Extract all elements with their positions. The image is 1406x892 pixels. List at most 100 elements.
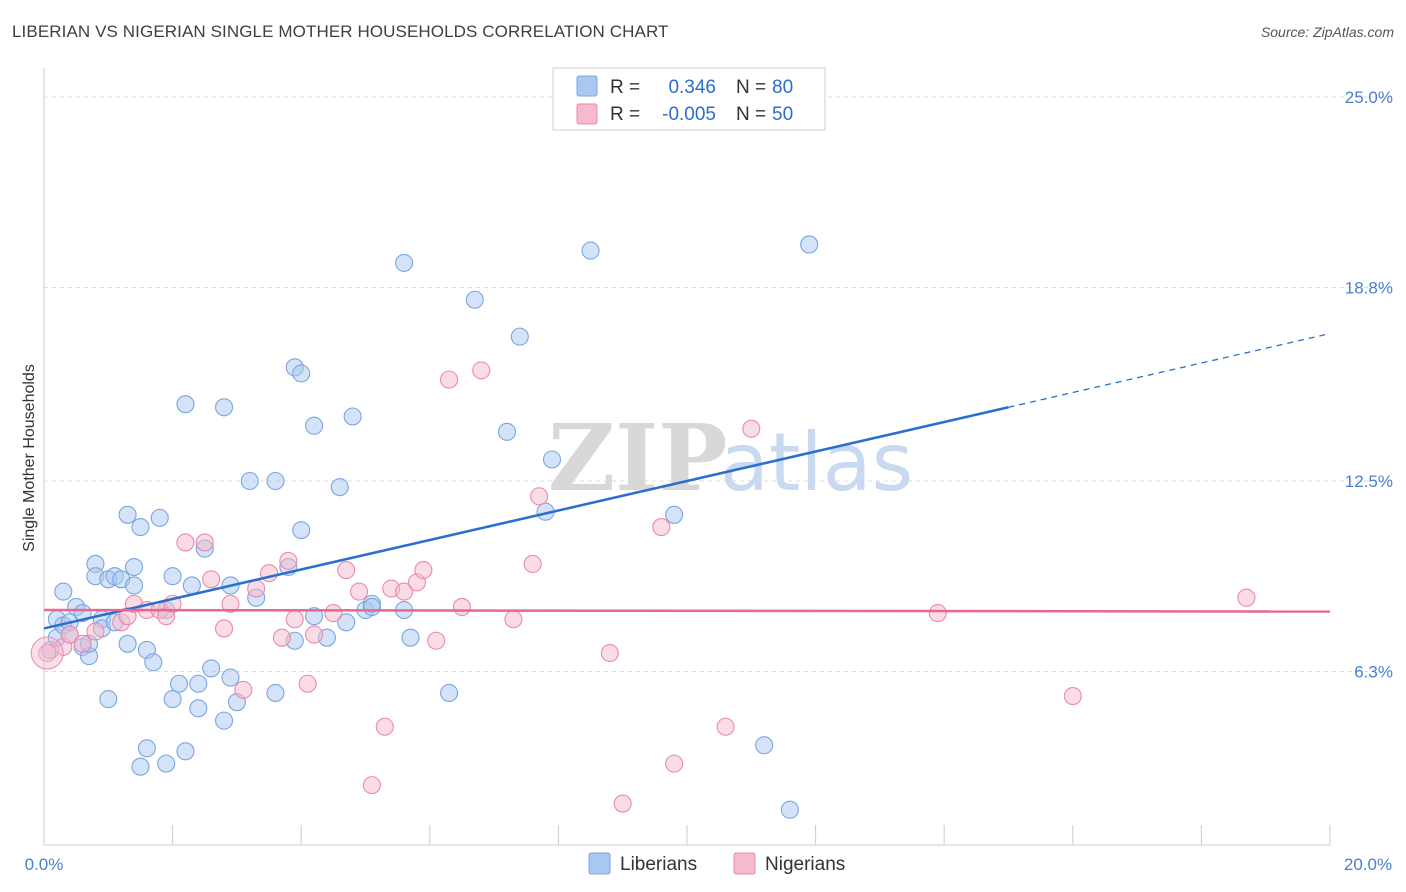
- legend-r-value-liberians: 0.346: [668, 77, 716, 98]
- x-tick-label-0: 0.0%: [25, 855, 64, 874]
- y-tick-label-0: 6.3%: [1354, 662, 1393, 681]
- nigerians-point-15: [214, 619, 234, 638]
- liberians-point-45: [221, 668, 240, 687]
- liberians-point-60: [337, 613, 356, 632]
- nigerians-point-39: [523, 554, 542, 573]
- bottom-legend-swatch-nigerians: [733, 852, 756, 875]
- nigerians-point-46: [742, 419, 761, 438]
- liberians-points: [41, 235, 819, 819]
- nigerians-points: [30, 361, 1256, 813]
- y-tick-label-2: 18.8%: [1345, 278, 1393, 297]
- liberians-point-75: [665, 505, 684, 524]
- liberians-point-4: [54, 582, 73, 601]
- liberians-point-67: [401, 628, 420, 647]
- nigerians-point-45: [716, 717, 735, 736]
- liberians-point-15: [99, 690, 118, 709]
- liberians-point-59: [330, 478, 349, 497]
- liberians-point-77: [780, 800, 799, 819]
- correlation-legend: R = 0.346 N = 80 R = -0.005 N = 50: [552, 67, 826, 131]
- nigerians-point-41: [600, 643, 619, 663]
- liberians-point-28: [144, 653, 163, 672]
- liberians-point-73: [542, 450, 562, 469]
- nigerians-point-14: [202, 570, 221, 589]
- liberians-point-70: [497, 422, 517, 441]
- liberians-point-64: [362, 597, 381, 617]
- legend-swatch-nigerians: [576, 103, 598, 125]
- nigerians-point-21: [279, 551, 298, 570]
- bottom-legend-nigerians: Nigerians: [765, 854, 845, 875]
- nigerians-point-33: [414, 561, 433, 580]
- nigerians-point-3: [73, 634, 92, 653]
- liberians-point-20: [118, 634, 137, 653]
- nigerians-point-36: [452, 597, 472, 617]
- nigerians-point-44: [665, 754, 684, 773]
- liberians-point-71: [510, 327, 529, 346]
- liberians-trend-extension: [1008, 332, 1331, 408]
- watermark-zip: ZIP: [548, 404, 727, 512]
- liberians-point-21: [118, 505, 137, 524]
- liberians-point-74: [581, 241, 600, 260]
- y-tick-label-3: 25.0%: [1345, 88, 1393, 107]
- nigerians-point-38: [504, 610, 523, 629]
- liberians-point-47: [240, 471, 259, 491]
- nigerians-point-2: [60, 625, 79, 644]
- y-tick-labels: 6.3% 12.5% 18.8% 25.0%: [1345, 88, 1393, 681]
- nigerians-point-27: [350, 582, 369, 601]
- liberians-point-24: [131, 757, 150, 776]
- liberians-point-41: [202, 659, 221, 678]
- liberians-point-49: [266, 471, 285, 491]
- nigerians-point-13: [195, 533, 214, 552]
- nigerians-point-28: [362, 776, 381, 795]
- nigerians-point-34: [427, 631, 446, 650]
- liberians-point-33: [163, 690, 182, 709]
- liberians-point-76: [755, 736, 774, 755]
- liberians-point-29: [150, 508, 169, 527]
- nigerians-point-48: [1063, 686, 1082, 706]
- watermark: ZIP atlas: [548, 404, 913, 512]
- nigerians-point-22: [285, 610, 304, 629]
- nigerians-point-47: [928, 604, 947, 623]
- nigerians-point-49: [1237, 588, 1256, 607]
- nigerians-point-31: [395, 582, 414, 601]
- legend-r-label-liberians: R =: [610, 77, 640, 98]
- nigerians-point-20: [272, 628, 291, 647]
- liberians-point-22: [124, 576, 144, 595]
- legend-n-value-liberians: 80: [772, 77, 793, 98]
- legend-n-label-nigerians: N =: [736, 104, 766, 125]
- nigerians-point-23: [298, 674, 317, 693]
- legend-box: [552, 67, 826, 131]
- liberians-point-57: [305, 607, 324, 626]
- liberians-point-34: [169, 674, 189, 693]
- grid-lines: [44, 96, 1392, 672]
- x-tick-label-1: 20.0%: [1344, 855, 1392, 874]
- liberians-point-25: [131, 518, 150, 537]
- nigerians-point-35: [440, 370, 459, 389]
- nigerians-trend-line: [43, 608, 1331, 613]
- liberians-trend-line: [43, 406, 1009, 630]
- bottom-legend-liberians: Liberians: [620, 854, 697, 875]
- nigerians-point-0: [38, 643, 57, 663]
- liberians-point-66: [395, 253, 414, 272]
- bottom-legend-swatch-liberians: [588, 852, 611, 875]
- liberians-point-38: [189, 674, 208, 693]
- nigerians-point-26: [337, 561, 356, 580]
- legend-n-value-nigerians: 50: [772, 104, 793, 125]
- legend-r-value-nigerians: -0.005: [662, 104, 716, 125]
- nigerians-point-12: [176, 533, 195, 552]
- nigerians-point-25: [324, 604, 343, 623]
- liberians-point-42: [214, 711, 234, 730]
- liberians-point-35: [176, 742, 195, 761]
- liberians-point-54: [292, 364, 311, 383]
- chart-title: LIBERIAN VS NIGERIAN SINGLE MOTHER HOUSE…: [12, 22, 669, 41]
- nigerians-point-17: [234, 680, 253, 699]
- nigerians-point-43: [652, 518, 671, 537]
- y-axis-title: Single Mother Households: [21, 364, 38, 552]
- liberians-point-50: [266, 683, 285, 703]
- axes: [43, 68, 1331, 846]
- liberians-point-43: [214, 398, 234, 417]
- liberians-point-78: [800, 235, 819, 254]
- trend-lines: [43, 332, 1331, 630]
- nigerians-point-18: [247, 579, 266, 598]
- liberians-point-36: [176, 395, 195, 414]
